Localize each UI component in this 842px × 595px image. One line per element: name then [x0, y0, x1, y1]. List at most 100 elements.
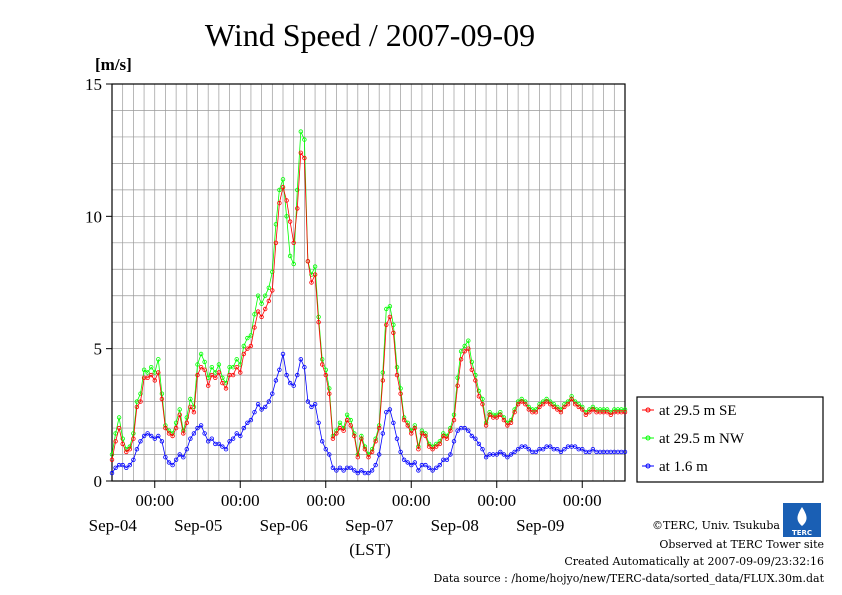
data-point [248, 343, 254, 349]
data-point [441, 433, 446, 439]
data-point [191, 431, 197, 436]
data-point [344, 417, 350, 423]
data-point [341, 428, 346, 433]
data-point [302, 365, 307, 370]
legend-box [636, 396, 824, 483]
data-point [366, 455, 371, 460]
data-point [483, 423, 489, 428]
data-point [198, 365, 204, 370]
data-point [359, 468, 364, 473]
data-point [255, 309, 261, 314]
data-point [259, 314, 264, 320]
data-point [419, 431, 425, 436]
legend: at 29.5 m SE at 29.5 m NW at 1.6 m [636, 396, 824, 483]
data-point [480, 396, 485, 402]
data-point [498, 410, 503, 415]
data-point [394, 372, 400, 378]
data-point [280, 351, 286, 357]
data-point [501, 452, 507, 457]
data-point [430, 447, 435, 452]
data-point [263, 293, 268, 298]
series-at-1-6-m [109, 351, 628, 476]
data-point [134, 447, 140, 452]
data-point [277, 367, 282, 372]
data-point [394, 436, 400, 441]
data-point [337, 425, 343, 431]
data-point [519, 396, 524, 402]
data-point [377, 452, 382, 457]
data-point [355, 455, 360, 460]
data-point [362, 447, 368, 452]
data-point [245, 346, 250, 351]
data-point [551, 404, 556, 410]
data-point [391, 330, 396, 335]
x-axis: 00:00 00:00 00:00 00:00 00:00 00:00 Sep-04 Sep-… [89, 481, 602, 535]
data-point [512, 410, 517, 415]
data-point [184, 447, 189, 452]
series-line [111, 353, 625, 474]
data-point [384, 322, 389, 327]
data-point [337, 465, 343, 470]
data-point [287, 380, 293, 386]
data-point [277, 200, 282, 206]
data-point [195, 362, 200, 367]
data-point [476, 441, 482, 447]
data-point [255, 402, 261, 407]
data-point [434, 444, 439, 449]
data-point [312, 272, 318, 277]
series-line [111, 131, 625, 456]
data-point [166, 431, 172, 436]
data-point [412, 425, 417, 431]
data-point [590, 404, 596, 410]
data-point [116, 415, 122, 420]
data-point [348, 423, 353, 428]
data-point [480, 402, 485, 407]
data-point [280, 184, 286, 190]
data-point [295, 187, 300, 193]
data-point [462, 425, 467, 431]
data-point [565, 402, 571, 407]
data-point [537, 404, 542, 410]
data-point [295, 372, 300, 378]
data-point [498, 412, 503, 417]
data-point [462, 349, 467, 354]
logo-text: TERC [792, 529, 812, 537]
data-point [270, 391, 275, 396]
data-point [426, 465, 432, 470]
data-point [330, 465, 336, 470]
x-day-label: Sep-08 [431, 516, 479, 535]
chart-title: Wind Speed / 2007-09-09 [205, 17, 535, 53]
data-point [241, 425, 246, 431]
data-point [330, 436, 336, 441]
data-point [587, 449, 592, 455]
data-point [241, 343, 246, 349]
data-point [113, 465, 118, 470]
data-point [145, 375, 150, 380]
data-point [462, 343, 467, 349]
series-at-29-5-m-se [109, 150, 628, 462]
data-point [544, 396, 549, 402]
data-point [177, 412, 182, 417]
data-point [558, 410, 564, 415]
data-point [473, 378, 478, 383]
data-point [266, 298, 271, 304]
data-point [223, 447, 229, 452]
data-point [156, 357, 161, 362]
data-point [116, 425, 122, 431]
data-point [245, 420, 250, 425]
data-point [469, 367, 474, 372]
data-point [412, 460, 417, 465]
data-point [312, 402, 318, 407]
data-point [494, 415, 499, 420]
data-point [141, 367, 147, 372]
data-point [508, 420, 514, 425]
data-point [273, 240, 279, 245]
data-point [152, 436, 157, 441]
water-drop-icon [797, 507, 807, 526]
data-point [341, 468, 346, 473]
data-point [555, 447, 560, 452]
data-point [230, 372, 236, 378]
data-point [263, 306, 268, 312]
data-point [124, 449, 129, 455]
